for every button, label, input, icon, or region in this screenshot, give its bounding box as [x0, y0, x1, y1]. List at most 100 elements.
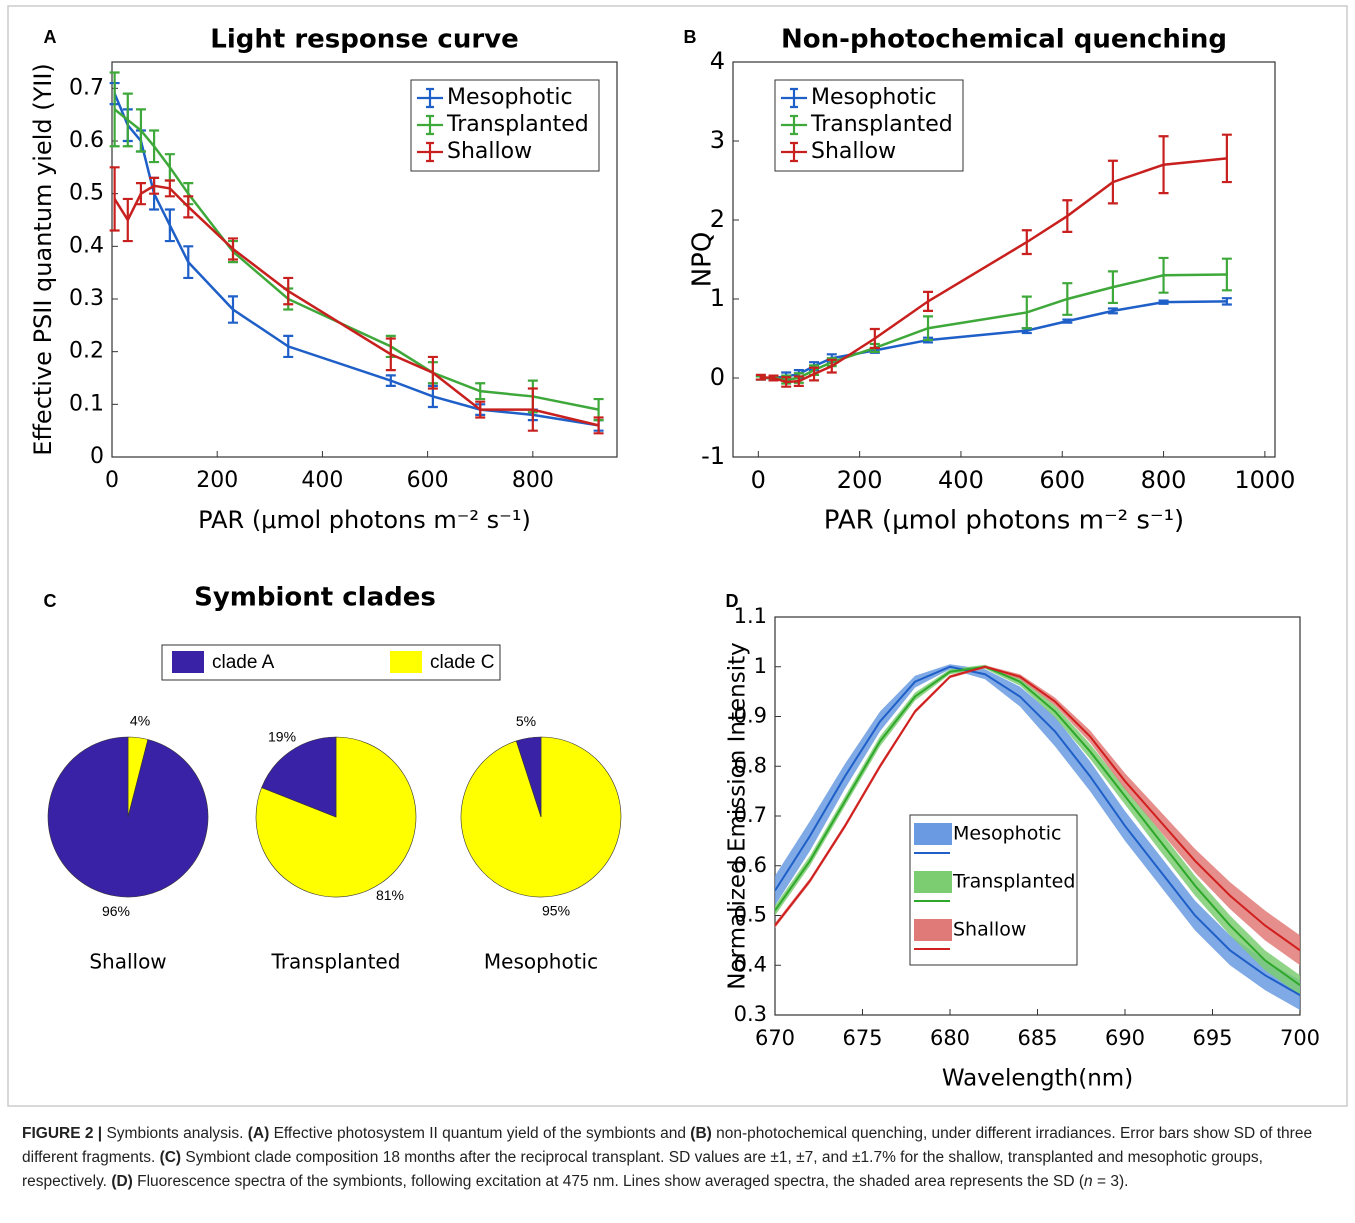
- value-label: 4%: [130, 712, 150, 728]
- legend-patch: [914, 823, 952, 845]
- error-bar: [1221, 257, 1232, 292]
- caption-text: (B): [690, 1125, 712, 1142]
- x-tick-label: 800: [1141, 466, 1187, 494]
- y-tick-label: 2: [710, 205, 725, 233]
- error-bar: [475, 400, 486, 419]
- error-bar: [475, 382, 486, 401]
- y-tick-label: 0.9: [734, 704, 767, 728]
- y-tick-label: 0: [710, 363, 725, 391]
- y-tick-label: 0.5: [69, 181, 104, 206]
- value-label: 81%: [376, 887, 404, 903]
- legend-patch: [914, 871, 952, 893]
- y-axis-label: Normalized Emission Intensity: [725, 642, 751, 990]
- legend-box: [161, 644, 501, 681]
- chart-title: Non-photochemical quenching: [781, 25, 1227, 55]
- x-tick-label: 680: [930, 1026, 970, 1050]
- x-tick-label: 200: [196, 468, 238, 493]
- chart-title: Symbiont clades: [194, 583, 436, 613]
- error-bar: [135, 182, 146, 206]
- caption-text: = 3).: [1092, 1173, 1129, 1190]
- y-tick-label: 0.5: [734, 903, 767, 927]
- caption-text: Fluorescence spectra of the symbionts, f…: [132, 1173, 1085, 1190]
- error-bar: [122, 92, 133, 148]
- error-bar: [781, 376, 792, 388]
- value-label: 5%: [516, 713, 536, 729]
- x-tick-label: 800: [512, 468, 554, 493]
- error-bar: [164, 208, 175, 243]
- y-tick-label: 0.7: [734, 803, 767, 827]
- y-tick-label: 1: [710, 284, 725, 312]
- error-bar: [869, 327, 880, 350]
- error-bar: [1021, 295, 1032, 330]
- pie-name: Mesophotic: [484, 950, 598, 974]
- caption-text: (D): [111, 1173, 133, 1190]
- error-bar: [385, 337, 396, 372]
- legend-label: Mesophotic: [447, 85, 573, 110]
- y-tick-label: 4: [710, 47, 725, 75]
- error-bar: [109, 71, 120, 148]
- legend-patch: [914, 919, 952, 941]
- caption-text: (C): [159, 1149, 182, 1166]
- y-tick-label: 0: [90, 444, 104, 469]
- legend-label: Mesophotic: [811, 85, 937, 110]
- y-tick-label: 0.2: [69, 339, 104, 364]
- y-tick-label: 0.1: [69, 391, 104, 416]
- y-tick-label: 0.7: [69, 75, 104, 100]
- legend-icon: [781, 87, 807, 109]
- legend-icon: [417, 141, 443, 163]
- error-bar: [1107, 270, 1118, 305]
- caption: FIGURE 2 | Symbionts analysis. (A) Effec…: [22, 1122, 1332, 1194]
- error-bar: [164, 179, 175, 198]
- error-bar: [149, 129, 160, 164]
- x-tick-label: 690: [1105, 1026, 1145, 1050]
- caption-text: Symbiont clade composition 18 months aft…: [22, 1149, 1263, 1190]
- error-bar: [1221, 133, 1232, 184]
- error-bar: [755, 373, 766, 381]
- y-tick-label: 0.3: [69, 286, 104, 311]
- x-tick-label: 695: [1192, 1026, 1232, 1050]
- x-tick-label: 675: [842, 1026, 882, 1050]
- legend-icon: [781, 114, 807, 136]
- error-bar: [227, 295, 238, 324]
- x-tick-label: 400: [938, 466, 984, 494]
- figure-border: [7, 5, 1348, 1107]
- pie-slice: [261, 736, 337, 818]
- caption-text: Symbionts analysis.: [102, 1125, 248, 1142]
- legend-label: Shallow: [811, 139, 896, 164]
- error-bar: [427, 355, 438, 390]
- error-bar: [227, 237, 238, 261]
- mean-line: [774, 665, 1301, 996]
- legend-label: Shallow: [447, 139, 532, 164]
- y-tick-label: -1: [701, 442, 725, 470]
- y-axis-label: NPQ: [688, 232, 718, 288]
- error-bar: [1021, 229, 1032, 256]
- error-bar: [183, 245, 194, 280]
- error-bar: [183, 195, 194, 219]
- x-tick-label: 600: [407, 468, 449, 493]
- caption-text: Effective photosystem II quantum yield o…: [269, 1125, 691, 1142]
- x-tick-label: 685: [1017, 1026, 1057, 1050]
- x-tick-label: 700: [1280, 1026, 1320, 1050]
- legend-label: clade C: [430, 652, 494, 673]
- error-bar: [923, 315, 934, 342]
- y-tick-label: 0.8: [734, 753, 767, 777]
- error-bar: [283, 276, 294, 306]
- x-tick-label: 0: [105, 468, 119, 493]
- pie-name: Shallow: [89, 950, 166, 974]
- x-axis-label: Wavelength(nm): [942, 1066, 1133, 1092]
- x-tick-label: 200: [837, 466, 883, 494]
- y-tick-label: 0.6: [69, 128, 104, 153]
- y-tick-label: 0.6: [734, 853, 767, 877]
- y-tick-label: 0.3: [734, 1002, 767, 1026]
- error-bar: [1158, 256, 1169, 294]
- mean-line: [774, 665, 1301, 952]
- caption-text: non-photochemical quenching, under diffe…: [22, 1125, 1313, 1166]
- pie-name: Transplanted: [271, 950, 401, 974]
- error-bar: [527, 387, 538, 432]
- error-bar: [1107, 159, 1118, 205]
- panel-letter: D: [726, 591, 739, 611]
- y-axis-label: Effective PSII quantum yield (YII): [29, 63, 57, 456]
- legend-label: Shallow: [953, 919, 1026, 941]
